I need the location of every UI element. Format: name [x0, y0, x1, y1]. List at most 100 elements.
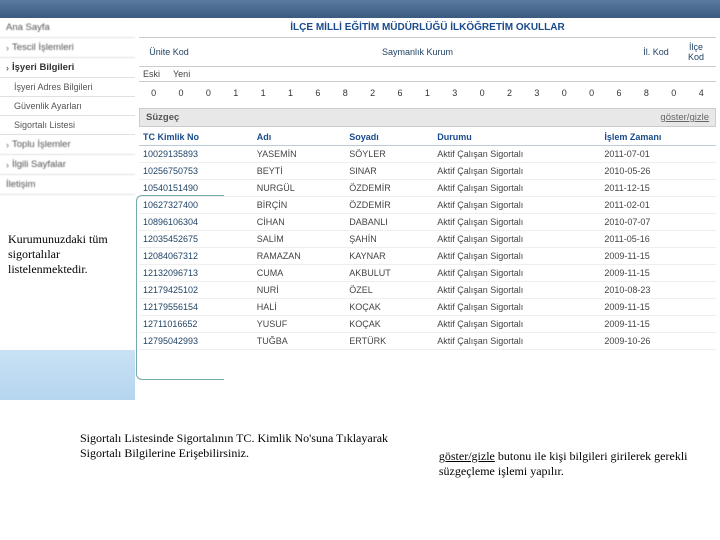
- cell-soyad: ŞAHİN: [345, 231, 433, 248]
- lbl-yeni: Yeni: [169, 69, 199, 79]
- table-row[interactable]: 12795042993TUĞBAERTÜRKAktif Çalışan Sigo…: [139, 333, 716, 350]
- col-unite: Ünite Kod: [139, 47, 199, 57]
- sidebar-item-iletisim[interactable]: İletişim: [0, 175, 135, 195]
- cell-soyad: SINAR: [345, 163, 433, 180]
- cell-ad: NURİ: [253, 282, 345, 299]
- cell-ad: HALİ: [253, 299, 345, 316]
- cell-zaman: 2009-11-15: [600, 248, 716, 265]
- th-durum[interactable]: Durumu: [433, 129, 600, 146]
- chevron-right-icon: ›: [6, 43, 9, 53]
- num-cell: 0: [141, 84, 166, 102]
- num-cell: 0: [661, 84, 686, 102]
- eski-yeni-row: Eski Yeni: [139, 67, 716, 82]
- sidebar-item-tescil[interactable]: ›Tescil İşlemleri: [0, 38, 135, 58]
- cell-durum: Aktif Çalışan Sigortalı: [433, 333, 600, 350]
- cell-zaman: 2010-07-07: [600, 214, 716, 231]
- num-cell: 0: [552, 84, 577, 102]
- col-ilce: İlçe Kod: [676, 42, 716, 62]
- top-bar: [0, 0, 720, 18]
- cell-durum: Aktif Çalışan Sigortalı: [433, 146, 600, 163]
- sidebar-sub-sigortali[interactable]: Sigortalı Listesi: [0, 116, 135, 135]
- cell-tc[interactable]: 10540151490: [139, 180, 253, 197]
- cell-ad: TUĞBA: [253, 333, 345, 350]
- cell-tc[interactable]: 10256750753: [139, 163, 253, 180]
- num-cell: 0: [168, 84, 193, 102]
- callout-bottom-left: Sigortalı Listesinde Sigortalının TC. Ki…: [80, 431, 419, 479]
- cell-zaman: 2009-10-26: [600, 333, 716, 350]
- cell-zaman: 2011-12-15: [600, 180, 716, 197]
- col-saymanlik: Saymanlık Kurum: [199, 47, 636, 57]
- cell-durum: Aktif Çalışan Sigortalı: [433, 163, 600, 180]
- table-row[interactable]: 10029135893YASEMİNSÖYLERAktif Çalışan Si…: [139, 146, 716, 163]
- num-cell: 8: [634, 84, 659, 102]
- num-cell: 1: [278, 84, 303, 102]
- table-row[interactable]: 12711016652YUSUFKOÇAKAktif Çalışan Sigor…: [139, 316, 716, 333]
- chevron-right-icon: ›: [6, 63, 9, 73]
- cell-ad: YASEMİN: [253, 146, 345, 163]
- cell-durum: Aktif Çalışan Sigortalı: [433, 197, 600, 214]
- filter-label: Süzgeç: [146, 112, 179, 123]
- cell-ad: CİHAN: [253, 214, 345, 231]
- num-cell: 0: [470, 84, 495, 102]
- bottom-notes: Sigortalı Listesinde Sigortalının TC. Ki…: [0, 425, 720, 485]
- num-cell: 0: [579, 84, 604, 102]
- sidebar-sub-guvenlik[interactable]: Güvenlik Ayarları: [0, 97, 135, 116]
- num-cell: 0: [196, 84, 221, 102]
- num-cell: 3: [442, 84, 467, 102]
- page-title: İLÇE MİLLİ EĞİTİM MÜDÜRLÜĞÜ İLKÖĞRETİM O…: [139, 18, 716, 38]
- cell-soyad: ÖZDEMİR: [345, 197, 433, 214]
- cell-durum: Aktif Çalışan Sigortalı: [433, 248, 600, 265]
- cell-zaman: 2010-05-26: [600, 163, 716, 180]
- cell-soyad: AKBULUT: [345, 265, 433, 282]
- cell-zaman: 2009-11-15: [600, 265, 716, 282]
- sidebar-item-toplu[interactable]: ›Toplu İşlemler: [0, 135, 135, 155]
- cell-zaman: 2011-02-01: [600, 197, 716, 214]
- col-il: İl. Kod: [636, 47, 676, 57]
- table-row[interactable]: 12035452675SALİMŞAHİNAktif Çalışan Sigor…: [139, 231, 716, 248]
- num-cell: 8: [333, 84, 358, 102]
- num-cell: 6: [606, 84, 631, 102]
- cell-durum: Aktif Çalışan Sigortalı: [433, 214, 600, 231]
- sidebar-sub-adres[interactable]: İşyeri Adres Bilgileri: [0, 78, 135, 97]
- cell-durum: Aktif Çalışan Sigortalı: [433, 265, 600, 282]
- table-row[interactable]: 12179556154HALİKOÇAKAktif Çalışan Sigort…: [139, 299, 716, 316]
- chevron-right-icon: ›: [6, 140, 9, 150]
- goster-gizle-underline: göster/gizle: [439, 449, 495, 463]
- cell-ad: CUMA: [253, 265, 345, 282]
- table-row[interactable]: 10256750753BEYTİSINARAktif Çalışan Sigor…: [139, 163, 716, 180]
- sidebar-item-home[interactable]: Ana Sayfa: [0, 18, 135, 38]
- header-row: Ünite Kod Saymanlık Kurum İl. Kod İlçe K…: [139, 38, 716, 67]
- num-cell: 1: [415, 84, 440, 102]
- callout-left: Kurumunuzdaki tüm sigortalılar listelenm…: [6, 230, 131, 279]
- table-row[interactable]: 12179425102NURİÖZELAktif Çalışan Sigorta…: [139, 282, 716, 299]
- num-cell: 4: [689, 84, 715, 102]
- th-ad[interactable]: Adı: [253, 129, 345, 146]
- cell-durum: Aktif Çalışan Sigortalı: [433, 299, 600, 316]
- th-zaman[interactable]: İşlem Zamanı: [600, 129, 716, 146]
- cell-soyad: KAYNAR: [345, 248, 433, 265]
- num-cell: 2: [497, 84, 522, 102]
- sidebar-item-ilgili[interactable]: ›İlgili Sayfalar: [0, 155, 135, 175]
- th-tc[interactable]: TC Kimlik No: [139, 129, 253, 146]
- sidebar: Ana Sayfa ›Tescil İşlemleri ›İşyeri Bilg…: [0, 18, 135, 350]
- table-row[interactable]: 10627327400BİRÇİNÖZDEMİRAktif Çalışan Si…: [139, 197, 716, 214]
- th-soyad[interactable]: Soyadı: [345, 129, 433, 146]
- cell-zaman: 2010-08-23: [600, 282, 716, 299]
- cell-soyad: KOÇAK: [345, 299, 433, 316]
- cell-ad: BEYTİ: [253, 163, 345, 180]
- cell-tc[interactable]: 10029135893: [139, 146, 253, 163]
- cell-durum: Aktif Çalışan Sigortalı: [433, 180, 600, 197]
- num-cell: 2: [360, 84, 385, 102]
- num-cell: 1: [251, 84, 276, 102]
- lbl-eski: Eski: [139, 69, 169, 79]
- table-row[interactable]: 12132096713CUMAAKBULUTAktif Çalışan Sigo…: [139, 265, 716, 282]
- sidebar-item-isyeri[interactable]: ›İşyeri Bilgileri: [0, 58, 135, 78]
- cell-ad: YUSUF: [253, 316, 345, 333]
- table-row[interactable]: 12084067312RAMAZANKAYNARAktif Çalışan Si…: [139, 248, 716, 265]
- cell-soyad: DABANLI: [345, 214, 433, 231]
- table-row[interactable]: 10540151490NURGÜLÖZDEMİRAktif Çalışan Si…: [139, 180, 716, 197]
- number-row: 000111682613023006804: [141, 84, 714, 102]
- cell-ad: NURGÜL: [253, 180, 345, 197]
- toggle-goster-gizle[interactable]: göster/gizle: [660, 112, 709, 123]
- table-row[interactable]: 10896106304CİHANDABANLIAktif Çalışan Sig…: [139, 214, 716, 231]
